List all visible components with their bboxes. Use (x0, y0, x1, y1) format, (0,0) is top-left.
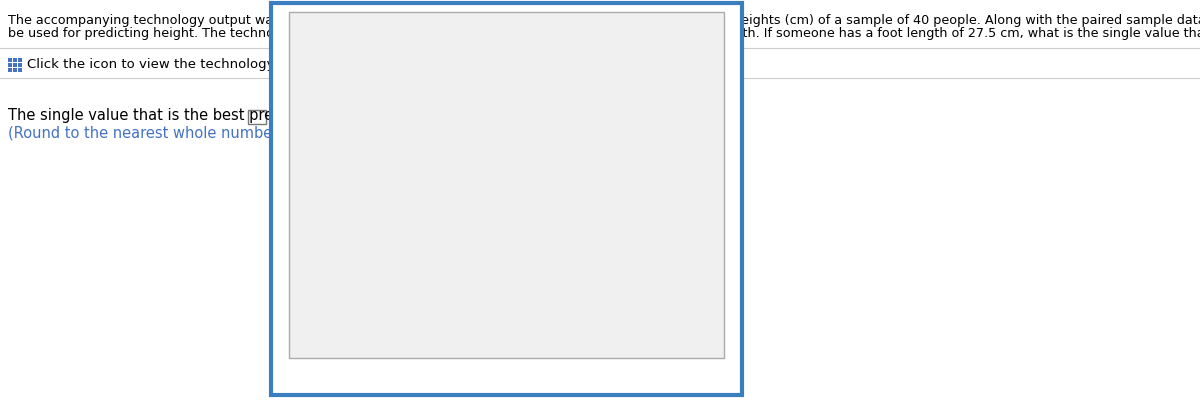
Text: The single value that is the best predicted height is: The single value that is the best predic… (8, 108, 386, 123)
Text: ×: × (714, 46, 727, 61)
Bar (8, 58, 12, 62)
FancyBboxPatch shape (248, 110, 266, 124)
Text: Technology Output: Technology Output (292, 52, 512, 72)
Text: cm.: cm. (269, 108, 296, 123)
Text: ─: ─ (692, 46, 700, 59)
Bar (18, 63, 22, 67)
FancyBboxPatch shape (289, 12, 724, 358)
Bar (8, 68, 12, 72)
Bar (13, 68, 17, 72)
Bar (18, 68, 22, 72)
Bar (18, 58, 22, 62)
Text: Click the icon to view the technology output.: Click the icon to view the technology ou… (28, 58, 326, 71)
Bar (8, 63, 12, 67)
FancyBboxPatch shape (271, 3, 742, 395)
Text: be used for predicting height. The technology found that there is a linear corre: be used for predicting height. The techn… (8, 27, 1200, 40)
Text: The accompanying technology output was obtained by using the paired data consist: The accompanying technology output was o… (8, 14, 1200, 27)
Bar (13, 63, 17, 67)
Bar (13, 58, 17, 62)
Text: (Round to the nearest whole number as needed.): (Round to the nearest whole number as ne… (8, 126, 370, 141)
